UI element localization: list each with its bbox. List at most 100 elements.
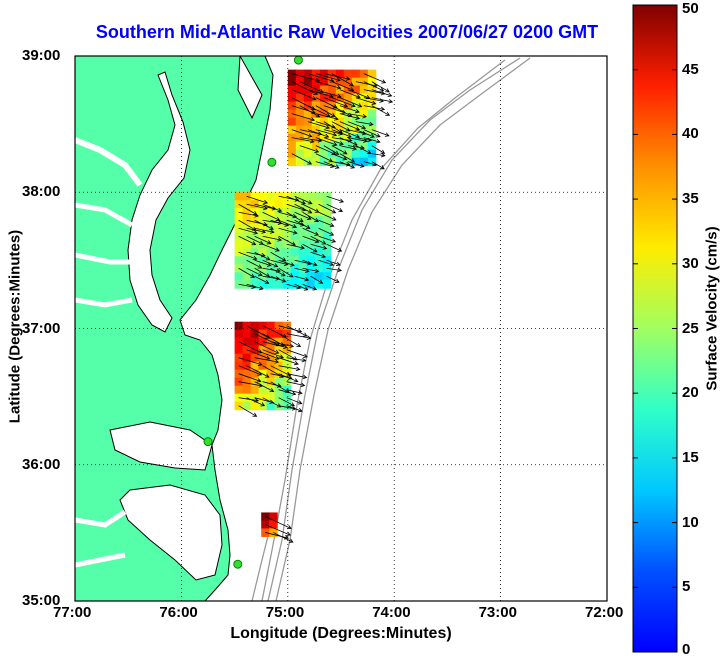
colorbar-tick-label: 5 bbox=[682, 578, 691, 596]
velocity-cell bbox=[343, 77, 353, 87]
velocity-arrow-head bbox=[332, 141, 338, 147]
velocity-arrow-head bbox=[312, 248, 318, 253]
velocity-arrow-head bbox=[254, 213, 260, 218]
velocity-arrow bbox=[238, 357, 262, 366]
velocity-arrow bbox=[315, 137, 337, 146]
velocity-arrow-head bbox=[307, 200, 313, 205]
velocity-cell bbox=[234, 192, 244, 201]
colorbar-ticks bbox=[633, 4, 677, 653]
velocity-cell bbox=[314, 192, 324, 201]
velocity-arrow-head bbox=[330, 112, 336, 117]
velocity-arrow bbox=[238, 219, 257, 231]
velocity-cell bbox=[266, 353, 276, 363]
velocity-arrow-head bbox=[329, 222, 335, 228]
velocity-arrow bbox=[291, 129, 312, 137]
velocity-arrow-head bbox=[368, 121, 374, 127]
velocity-arrow bbox=[238, 235, 256, 245]
velocity-arrow bbox=[238, 381, 263, 387]
velocity-arrow bbox=[270, 381, 290, 393]
velocity-arrow-head bbox=[274, 349, 280, 354]
velocity-arrow-head bbox=[355, 115, 361, 120]
velocity-arrow bbox=[302, 235, 319, 243]
velocity-arrow bbox=[307, 121, 330, 129]
velocity-cell bbox=[306, 264, 316, 273]
velocity-cell bbox=[266, 240, 276, 249]
velocity-cell bbox=[234, 256, 244, 265]
velocity-arrow bbox=[315, 73, 341, 81]
velocity-cell bbox=[242, 208, 252, 217]
velocity-arrow bbox=[278, 235, 296, 246]
velocity-arrow bbox=[323, 145, 339, 155]
velocity-arrow bbox=[347, 161, 365, 167]
velocity-arrow-head bbox=[273, 263, 279, 268]
velocity-cell bbox=[367, 69, 377, 79]
velocity-arrow-head bbox=[332, 104, 338, 109]
station-marker bbox=[203, 437, 213, 447]
velocity-arrow bbox=[294, 219, 311, 229]
velocity-cell bbox=[250, 401, 260, 411]
velocity-arrow-head bbox=[362, 113, 368, 119]
velocity-arrow-head bbox=[350, 158, 356, 163]
velocity-cell bbox=[298, 216, 308, 225]
velocity-arrow-head bbox=[294, 360, 299, 366]
velocity-arrow-head bbox=[256, 378, 262, 383]
velocity-arrow bbox=[291, 81, 318, 95]
velocity-cell bbox=[314, 248, 324, 257]
velocity-cell bbox=[234, 240, 244, 249]
velocity-arrow-head bbox=[302, 374, 308, 380]
velocity-cell bbox=[242, 353, 252, 363]
velocity-arrow-head bbox=[380, 165, 385, 170]
velocity-arrow-head bbox=[269, 387, 275, 393]
velocity-arrow bbox=[339, 153, 355, 163]
velocity-cell bbox=[274, 240, 284, 249]
velocity-arrow-head bbox=[306, 215, 312, 220]
velocity-arrow-head bbox=[276, 383, 282, 388]
velocity-arrow-head bbox=[385, 111, 391, 116]
velocity-arrow bbox=[302, 283, 317, 290]
velocity-cell bbox=[295, 117, 305, 127]
velocity-arrow bbox=[326, 259, 341, 266]
velocity-cell bbox=[295, 149, 305, 159]
velocity-arrow-head bbox=[312, 286, 318, 291]
velocity-cell bbox=[258, 353, 268, 363]
velocity-arrow bbox=[307, 89, 334, 98]
velocity-cell bbox=[351, 101, 361, 111]
velocity-arrow bbox=[286, 211, 304, 223]
velocity-arrow bbox=[262, 341, 288, 349]
velocity-cell bbox=[258, 192, 268, 201]
velocity-arrow-head bbox=[324, 133, 330, 139]
velocity-cell bbox=[303, 141, 313, 151]
velocity-arrow bbox=[363, 161, 377, 166]
y-tick-label: 38:00 bbox=[22, 183, 61, 201]
velocity-arrow-head bbox=[309, 138, 315, 144]
velocity-cell bbox=[303, 109, 313, 119]
velocity-arrow-head bbox=[350, 164, 356, 169]
velocity-arrow-head bbox=[314, 268, 320, 274]
velocity-arrow bbox=[294, 259, 312, 265]
velocity-arrow bbox=[246, 219, 268, 226]
velocity-arrow bbox=[315, 89, 342, 98]
velocity-cell bbox=[266, 200, 276, 209]
velocity-cell bbox=[234, 321, 244, 331]
velocity-arrow-head bbox=[315, 113, 321, 118]
velocity-arrow-head bbox=[281, 257, 287, 262]
plot-frame bbox=[74, 55, 608, 602]
velocity-arrow bbox=[238, 397, 259, 402]
velocity-arrow bbox=[347, 89, 370, 99]
velocity-cell bbox=[250, 280, 260, 289]
velocity-cell bbox=[242, 329, 252, 339]
velocity-arrow-head bbox=[264, 373, 270, 378]
velocity-arrow bbox=[323, 129, 343, 135]
velocity-cell bbox=[258, 248, 268, 257]
velocity-arrow bbox=[331, 73, 354, 87]
velocity-arrow bbox=[291, 97, 315, 110]
velocity-arrow-head bbox=[380, 152, 386, 158]
velocity-cell bbox=[359, 141, 369, 151]
velocity-cell bbox=[303, 133, 313, 143]
velocity-arrow-head bbox=[297, 390, 303, 395]
velocity-cell bbox=[258, 224, 268, 233]
velocity-arrow bbox=[265, 524, 291, 536]
velocity-arrow bbox=[331, 105, 352, 117]
velocity-arrow-head bbox=[329, 231, 335, 236]
velocity-arrow-head bbox=[302, 332, 308, 337]
